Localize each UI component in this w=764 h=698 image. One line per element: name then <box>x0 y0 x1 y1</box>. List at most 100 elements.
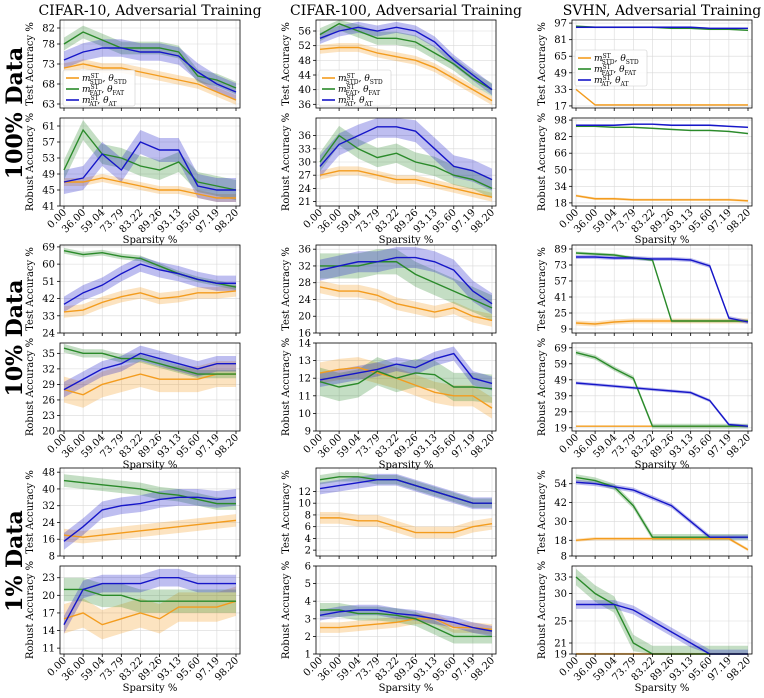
line-fat <box>63 479 236 505</box>
subplot-c100-10-test: 16 20 24 28 32 36 Test Accuracy % <box>281 244 497 340</box>
legend-box <box>62 69 136 107</box>
line-std <box>63 519 237 538</box>
band-fat <box>320 472 492 508</box>
y-tick-label: 10 <box>298 499 311 510</box>
y-tick-label: 23 <box>42 573 55 584</box>
subplot-svhn-10-test: 9 25 41 57 73 89 Test Accuracy % <box>537 245 753 336</box>
y-axis-label: Test Accuracy % <box>537 22 548 106</box>
y-axis-label: Test Accuracy % <box>25 247 36 331</box>
y-tick-label: 34 <box>554 182 567 193</box>
line-std <box>320 618 493 631</box>
y-tick-label: 1 <box>305 650 311 661</box>
y-tick-label: 9 <box>305 427 311 438</box>
y-tick-label: 23 <box>42 411 55 422</box>
y-tick-label: 42 <box>554 498 567 509</box>
x-axis-label: Sparsity % <box>379 235 434 246</box>
y-tick-label: 26 <box>42 395 55 406</box>
line-fat <box>319 134 493 190</box>
line-at <box>63 263 236 305</box>
y-tick-label: 69 <box>554 343 567 354</box>
line-at <box>63 352 236 391</box>
plot-frame <box>59 565 241 655</box>
band-fat <box>64 120 236 200</box>
line-fat <box>576 125 749 135</box>
band-at <box>576 381 748 428</box>
legend-label-std: mST STD, θSTD <box>594 53 639 66</box>
y-tick-label: 81 <box>554 35 567 46</box>
y-tick-label: 8 <box>305 510 311 521</box>
y-tick-label: 14 <box>298 339 311 350</box>
y-axis-label: Test Accuracy % <box>281 247 292 331</box>
line-std <box>63 63 237 101</box>
y-tick-label: 53 <box>42 154 55 165</box>
y-tick-label: 18 <box>554 198 567 209</box>
line-at <box>575 481 748 538</box>
y-tick-label: 82 <box>42 24 55 35</box>
band-fat <box>576 251 748 323</box>
y-tick-label: 40 <box>42 484 55 495</box>
y-tick-label: 51 <box>42 277 55 288</box>
line-at <box>319 609 493 632</box>
y-tick-label: 50 <box>554 165 567 176</box>
band-at <box>320 473 492 510</box>
y-axis-label: Robust Accuracy % <box>281 113 292 211</box>
y-tick-label: 36 <box>298 245 311 256</box>
y-tick-label: 49 <box>42 170 55 181</box>
y-tick-label: 39 <box>554 391 567 402</box>
y-tick-label: 8 <box>49 552 55 563</box>
y-tick-label: 24 <box>42 329 55 340</box>
y-tick-label: 41 <box>42 202 55 213</box>
line-at <box>576 26 748 29</box>
y-axis-label: Test Accuracy % <box>281 470 292 554</box>
line-std <box>320 517 493 534</box>
y-axis-label: Robust Accuracy % <box>25 113 36 211</box>
y-tick-label: 30 <box>298 158 311 169</box>
legend-label-at: mST AT, θAT <box>338 95 373 108</box>
y-tick-label: 28 <box>298 278 311 289</box>
y-tick-label: 24 <box>42 518 55 529</box>
y-axis-label: Robust Accuracy % <box>537 561 548 659</box>
y-axis-label: Robust Accuracy % <box>281 561 292 659</box>
y-tick-label: 33 <box>554 85 567 96</box>
y-tick-label: 25 <box>554 309 567 320</box>
line-std <box>319 46 493 102</box>
band-at <box>320 21 492 96</box>
y-axis-label: Test Accuracy % <box>537 470 548 554</box>
y-tick-label: 14 <box>42 626 55 637</box>
line-std <box>575 88 748 106</box>
y-tick-label: 40 <box>298 85 311 96</box>
y-tick-label: 17 <box>42 608 55 619</box>
y-tick-label: 20 <box>42 427 55 438</box>
line-at <box>319 26 493 91</box>
line-fat <box>319 370 493 390</box>
line-at <box>576 256 749 323</box>
line-std <box>319 286 493 322</box>
line-fat <box>320 261 493 309</box>
y-tick-label: 54 <box>554 479 567 490</box>
y-tick-label: 73 <box>554 261 567 272</box>
plot-frame <box>571 117 753 207</box>
y-tick-label: 33 <box>298 144 311 155</box>
y-tick-label: 12 <box>298 374 311 385</box>
band-std <box>320 613 492 635</box>
y-tick-label: 29 <box>554 407 567 418</box>
legend-label-std: mST STD, θSTD <box>338 73 383 86</box>
x-axis-label: Sparsity % <box>379 460 434 471</box>
plot-frame <box>571 19 753 109</box>
x-axis-label: Sparsity % <box>635 235 690 246</box>
y-tick-label: 20 <box>298 312 311 323</box>
x-axis-label: Sparsity % <box>123 235 178 246</box>
line-fat <box>575 351 748 427</box>
line-fat <box>575 576 748 655</box>
line-std <box>63 373 236 396</box>
y-tick-label: 6 <box>305 522 311 533</box>
plot-frame <box>315 565 497 655</box>
y-tick-label: 36 <box>298 131 311 142</box>
band-fat <box>64 577 236 613</box>
x-axis-label: Sparsity % <box>123 683 178 694</box>
line-fat <box>320 609 492 638</box>
